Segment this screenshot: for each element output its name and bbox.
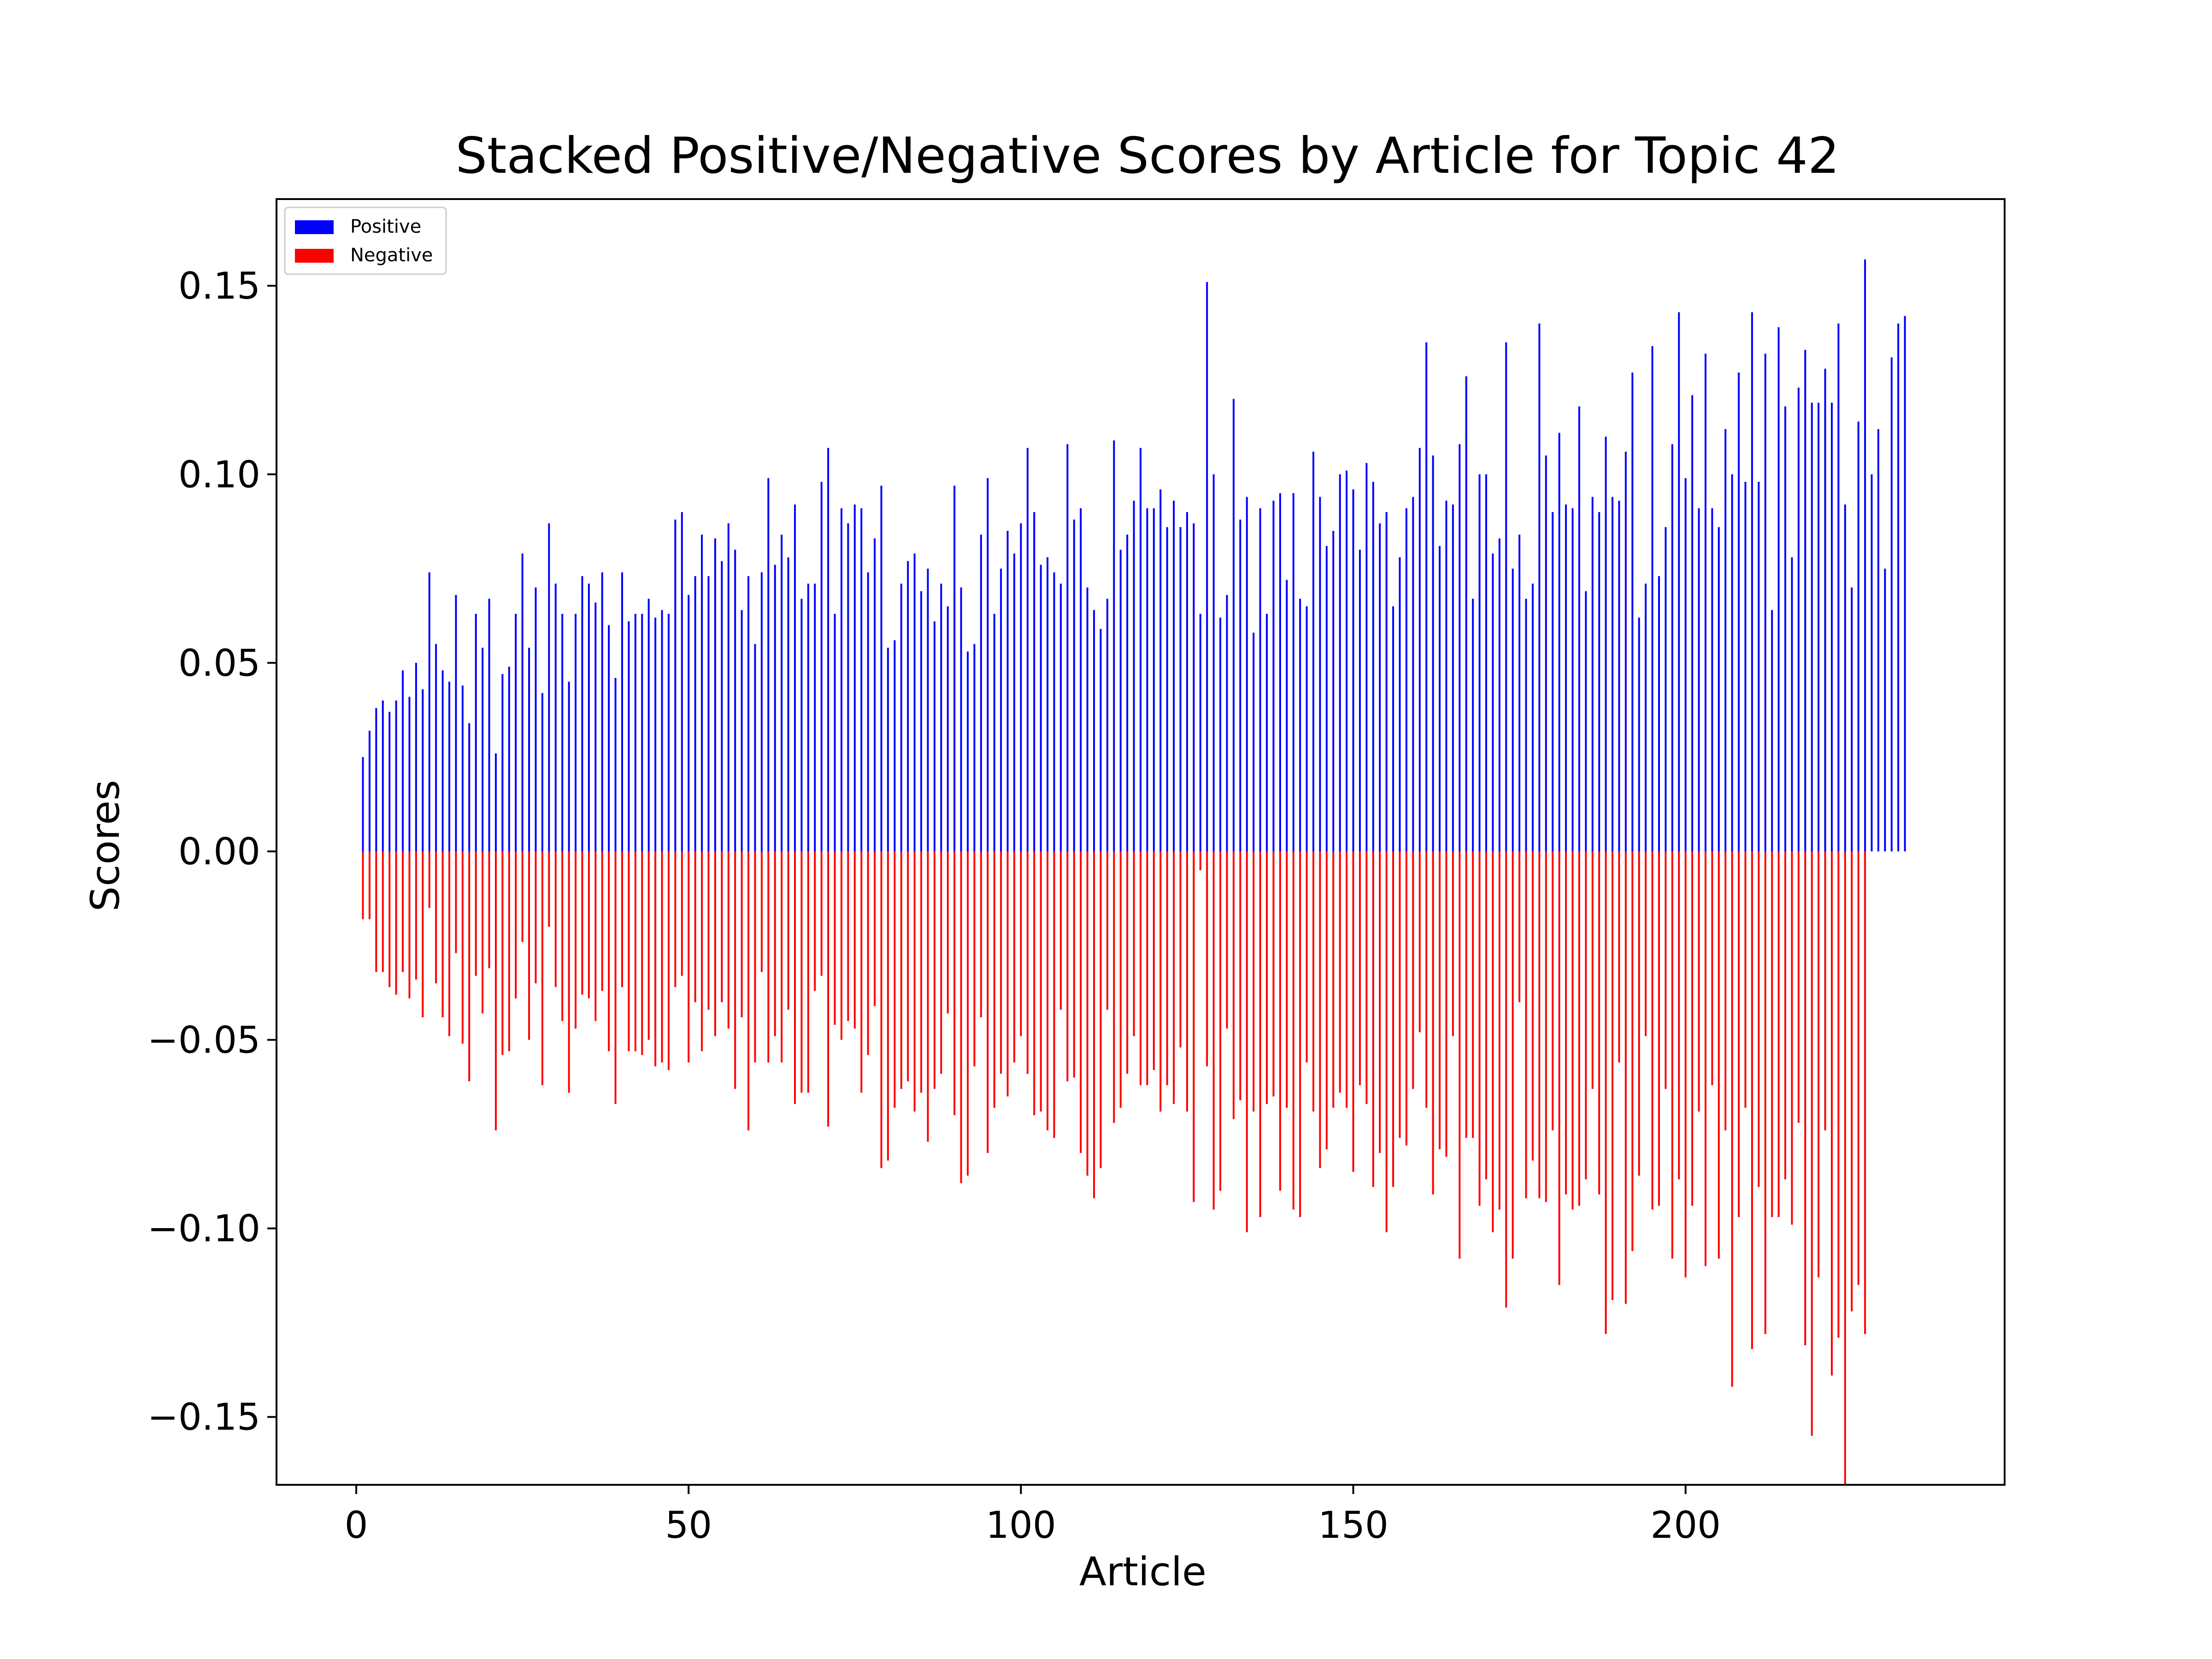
legend-label-positive: Positive: [350, 216, 421, 237]
legend-swatch-negative: [295, 249, 334, 263]
y-tick-label: 0.00: [178, 830, 260, 873]
plot-frame: [276, 198, 2006, 1486]
legend: Positive Negative: [284, 206, 447, 275]
y-axis-label: Scores: [82, 780, 129, 912]
x-tick-label: 100: [986, 1504, 1056, 1547]
bars-group: [362, 259, 1906, 1485]
legend-swatch-positive: [295, 220, 334, 234]
y-tick-label: −0.05: [147, 1019, 260, 1062]
x-tick-label: 200: [1650, 1504, 1721, 1547]
x-tick-label: 150: [1318, 1504, 1388, 1547]
y-tick-label: −0.10: [147, 1207, 260, 1250]
x-tick-label: 0: [345, 1504, 368, 1547]
x-tick-label: 50: [665, 1504, 712, 1547]
x-axis: 0 50 100 150 200: [345, 1485, 1721, 1547]
y-tick-label: −0.15: [147, 1396, 260, 1439]
x-axis-label: Article: [1079, 1549, 1206, 1595]
chart-title: Stacked Positive/Negative Scores by Arti…: [455, 127, 1839, 185]
y-tick-label: 0.15: [178, 265, 260, 307]
y-axis: −0.15 −0.10 −0.05 0.00 0.05 0.10 0.15: [147, 265, 276, 1439]
legend-label-negative: Negative: [350, 245, 433, 266]
y-tick-label: 0.10: [178, 453, 260, 496]
y-tick-label: 0.05: [178, 641, 260, 684]
